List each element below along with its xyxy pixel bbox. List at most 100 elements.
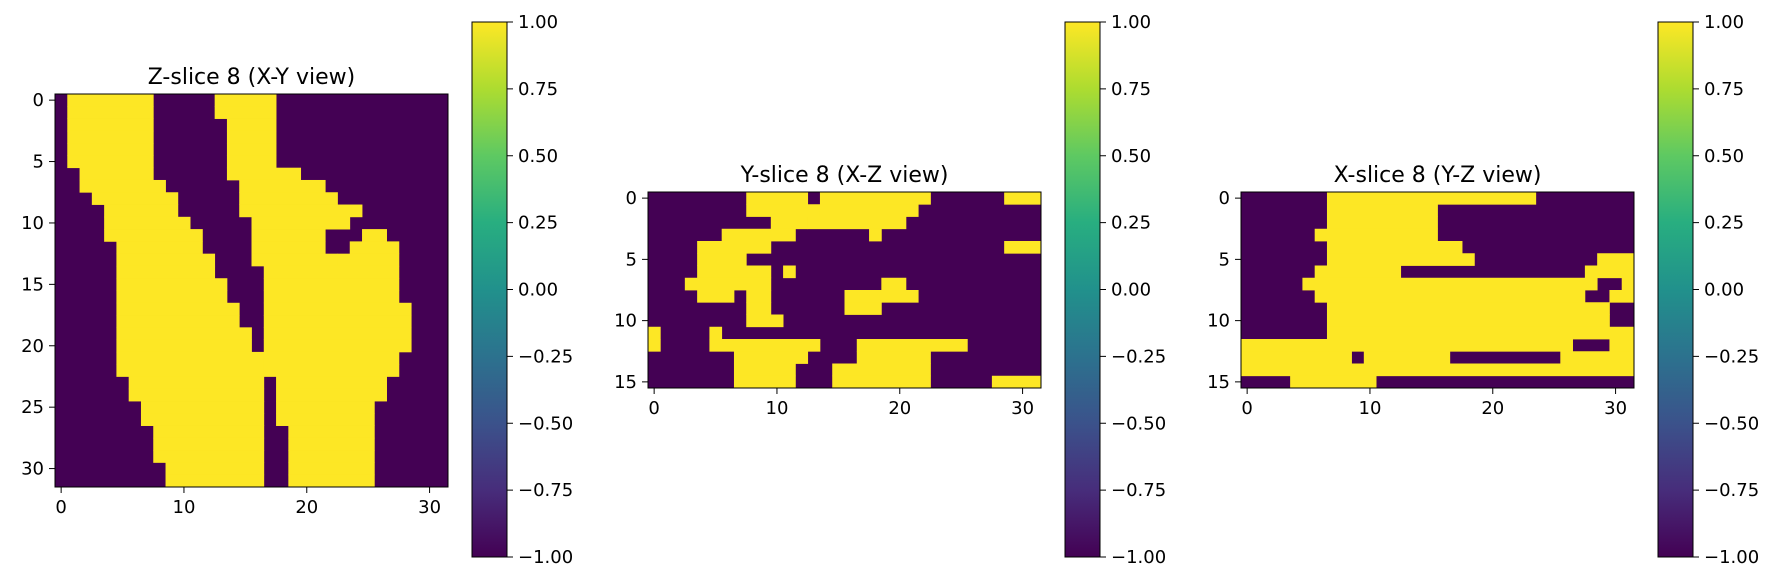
colorbar-tick-label: 1.00 <box>1704 12 1744 33</box>
heatmap-cell-run <box>288 437 375 451</box>
heatmap-cell-run <box>1004 192 1042 205</box>
x-tick-label: 0 <box>648 398 659 419</box>
heatmap-cell-run <box>1314 228 1438 242</box>
heatmap-cell-run <box>832 363 931 377</box>
heatmap-cell-run <box>709 339 821 352</box>
heatmap-cell-run <box>251 229 326 242</box>
heatmap-cell-run <box>116 302 240 316</box>
heatmap-cell-run <box>67 94 154 107</box>
heatmap-cell-run <box>165 462 265 476</box>
colorbar-tick-label: −0.50 <box>1111 413 1166 434</box>
heatmap-cell-run <box>263 278 326 291</box>
heatmap-cell-run <box>844 302 882 315</box>
y-tick-label: 10 <box>21 213 44 234</box>
colorbar-tick-label: 0.75 <box>1111 79 1151 100</box>
x-tick-label: 20 <box>1481 398 1504 419</box>
x-tick-label: 10 <box>766 398 789 419</box>
heatmap-cell-run <box>1326 253 1475 266</box>
heatmap-cell-run <box>79 179 166 193</box>
heatmap-cell-run <box>697 253 747 266</box>
heatmap-cell-run <box>819 192 931 205</box>
heatmap-cell-run <box>91 192 179 205</box>
colorbar-tick-label: 0.25 <box>1704 213 1744 234</box>
colorbar-tick-label: −0.75 <box>518 480 573 501</box>
heatmap-cell-run <box>325 265 400 279</box>
heatmap-cell-run <box>251 241 326 255</box>
heatmap-cell-run <box>276 413 375 426</box>
heatmap-cell-run <box>153 450 265 463</box>
colorbar-tick-label: −0.75 <box>1111 480 1166 501</box>
heatmap-cell-run <box>1326 314 1610 328</box>
heatmap-cell-run <box>214 106 277 119</box>
colorbar-tick-label: 0.50 <box>518 146 558 167</box>
x-tick-label: 10 <box>1359 398 1382 419</box>
heatmap-cell-run <box>128 376 265 390</box>
y-tick-label: 15 <box>21 274 44 295</box>
colorbar-tick-label: −1.00 <box>1111 547 1166 568</box>
heatmap-cell-run <box>1621 277 1635 291</box>
heatmap-cell-run <box>1326 326 1635 340</box>
colorbar-tick-label: −1.00 <box>518 547 573 568</box>
colorbar <box>471 21 508 558</box>
y-tick-label: 5 <box>626 249 637 270</box>
x-tick-label: 0 <box>55 497 66 518</box>
heatmap-cell-run <box>856 339 968 352</box>
heatmap-cell-run <box>648 326 661 340</box>
heatmap-cell-run <box>276 401 375 414</box>
colorbar-tick-label: −0.75 <box>1704 480 1759 501</box>
heatmap-cell-run <box>1584 265 1635 279</box>
colorbar-tick-label: 0.00 <box>1111 280 1151 301</box>
heatmap-cell-run <box>648 339 661 352</box>
heatmap-cell-run <box>349 241 400 255</box>
heatmap-cell-run <box>1326 216 1438 230</box>
heatmap-cell-run <box>325 290 400 304</box>
heatmap-cell-run <box>116 241 203 255</box>
colorbar-tick-label: −0.25 <box>1111 346 1166 367</box>
heatmap-cell-run <box>226 118 277 132</box>
heatmap-cell-run <box>128 388 265 402</box>
heatmap-cell-run <box>116 351 265 365</box>
heatmap-cell-run <box>881 277 907 291</box>
heatmap-cell-run <box>288 425 375 439</box>
heatmap-cell-run <box>288 450 375 463</box>
heatmap-cell-run <box>263 351 400 365</box>
colorbar-tick-label: 1.00 <box>1111 12 1151 33</box>
heatmap-cell-run <box>733 351 809 364</box>
heatmap-cell-run <box>733 375 796 389</box>
colorbar-tick-label: −0.25 <box>1704 346 1759 367</box>
heatmap-cell-run <box>263 315 412 328</box>
heatmap-cell-run <box>1326 204 1438 217</box>
heatmap-cell-run <box>1326 241 1463 254</box>
heatmap-cell-run <box>226 130 277 144</box>
heatmap-cell-run <box>263 290 326 304</box>
heatmap-cell-run <box>746 290 772 303</box>
y-tick-label: 10 <box>1207 311 1230 332</box>
x-tick-label: 0 <box>1241 398 1252 419</box>
colorbar-tick-label: −1.00 <box>1704 547 1759 568</box>
heatmap-cell-run <box>140 413 265 426</box>
colorbar-tick-label: −0.25 <box>518 346 573 367</box>
heatmap-cell-run <box>67 118 154 132</box>
heatmap-cell-run <box>67 130 154 144</box>
heatmap-cell-run <box>1302 277 1598 291</box>
heatmap-cell-run <box>1241 351 1352 364</box>
heatmap-cell-run <box>140 401 265 414</box>
heatmap-cell-run <box>1004 241 1042 254</box>
colorbar-tick-label: −0.50 <box>1704 413 1759 434</box>
y-tick-label: 0 <box>1219 188 1230 209</box>
heatmap-cell-run <box>226 167 302 181</box>
colorbar-tick-label: 0.75 <box>1704 79 1744 100</box>
heatmap-cell-run <box>325 278 400 291</box>
y-tick-label: 30 <box>21 459 44 480</box>
heatmap-cell-run <box>721 228 796 242</box>
heatmap-cell-run <box>276 388 387 402</box>
y-tick-label: 20 <box>21 336 44 357</box>
heatmap-cell-run <box>746 302 772 315</box>
colorbar-tick-label: 0.50 <box>1704 146 1744 167</box>
heatmap-cell-run <box>844 290 919 303</box>
y-tick-label: 10 <box>614 311 637 332</box>
heatmap-cell-run <box>116 278 228 291</box>
subplot-title: Z-slice 8 (X-Y view) <box>148 65 356 90</box>
heatmap-cell-run <box>1314 265 1402 279</box>
colorbar-tick-label: 1.00 <box>518 12 558 33</box>
